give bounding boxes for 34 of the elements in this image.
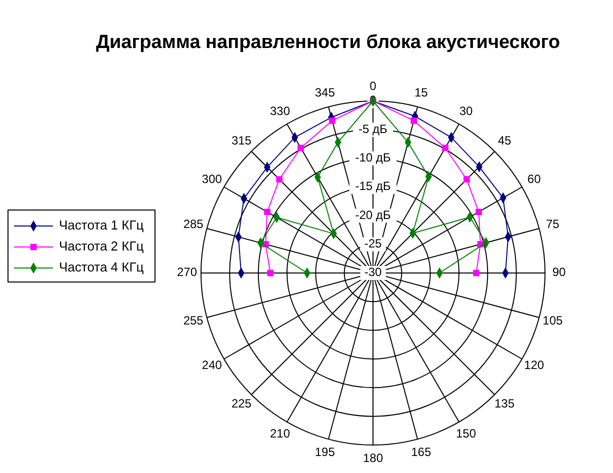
spoke-label: 195 — [314, 444, 336, 459]
spoke-label: 90 — [552, 265, 566, 280]
spoke-label: 75 — [546, 217, 560, 232]
spoke-label: 60 — [527, 172, 542, 186]
y-tick-label: -15 дБ — [355, 179, 391, 194]
spoke-label: 225 — [231, 396, 252, 411]
y-tick-label: -30 — [364, 265, 382, 280]
y-tick-label: 0 — [370, 79, 377, 94]
spoke-label: 105 — [542, 313, 563, 328]
spoke-label: 210 — [270, 426, 290, 440]
spoke-label: 315 — [231, 134, 252, 148]
y-tick-label: -20 дБ — [355, 208, 391, 222]
chart-title: Диаграмма направленности блока акустического — [96, 32, 560, 53]
spoke-label: 255 — [183, 313, 204, 328]
legend-label: Частота 2 КГц — [59, 238, 144, 254]
spoke-label: 150 — [456, 426, 476, 440]
spoke-label: 165 — [411, 444, 432, 459]
spoke-label: 45 — [498, 134, 512, 148]
y-tick-label: -5 дБ — [358, 122, 388, 136]
spoke-label: 15 — [414, 86, 428, 100]
legend-label: Частота 4 КГц — [59, 259, 144, 274]
spoke-label: 30 — [459, 104, 473, 118]
legend-label: Частота 1 КГц — [59, 217, 144, 232]
spoke-label: 135 — [494, 396, 515, 411]
spoke-label: 240 — [202, 358, 222, 372]
spoke-label: 120 — [524, 358, 544, 372]
spoke-label: 180 — [362, 451, 384, 466]
spoke-label: 330 — [270, 104, 290, 118]
y-tick-label: -25 — [364, 236, 382, 251]
spoke-label: 300 — [202, 172, 222, 186]
y-tick-label: -10 дБ — [355, 150, 391, 165]
spoke-label: 345 — [314, 86, 336, 100]
spoke-label: 270 — [176, 265, 198, 280]
spoke-label: 285 — [183, 217, 204, 232]
